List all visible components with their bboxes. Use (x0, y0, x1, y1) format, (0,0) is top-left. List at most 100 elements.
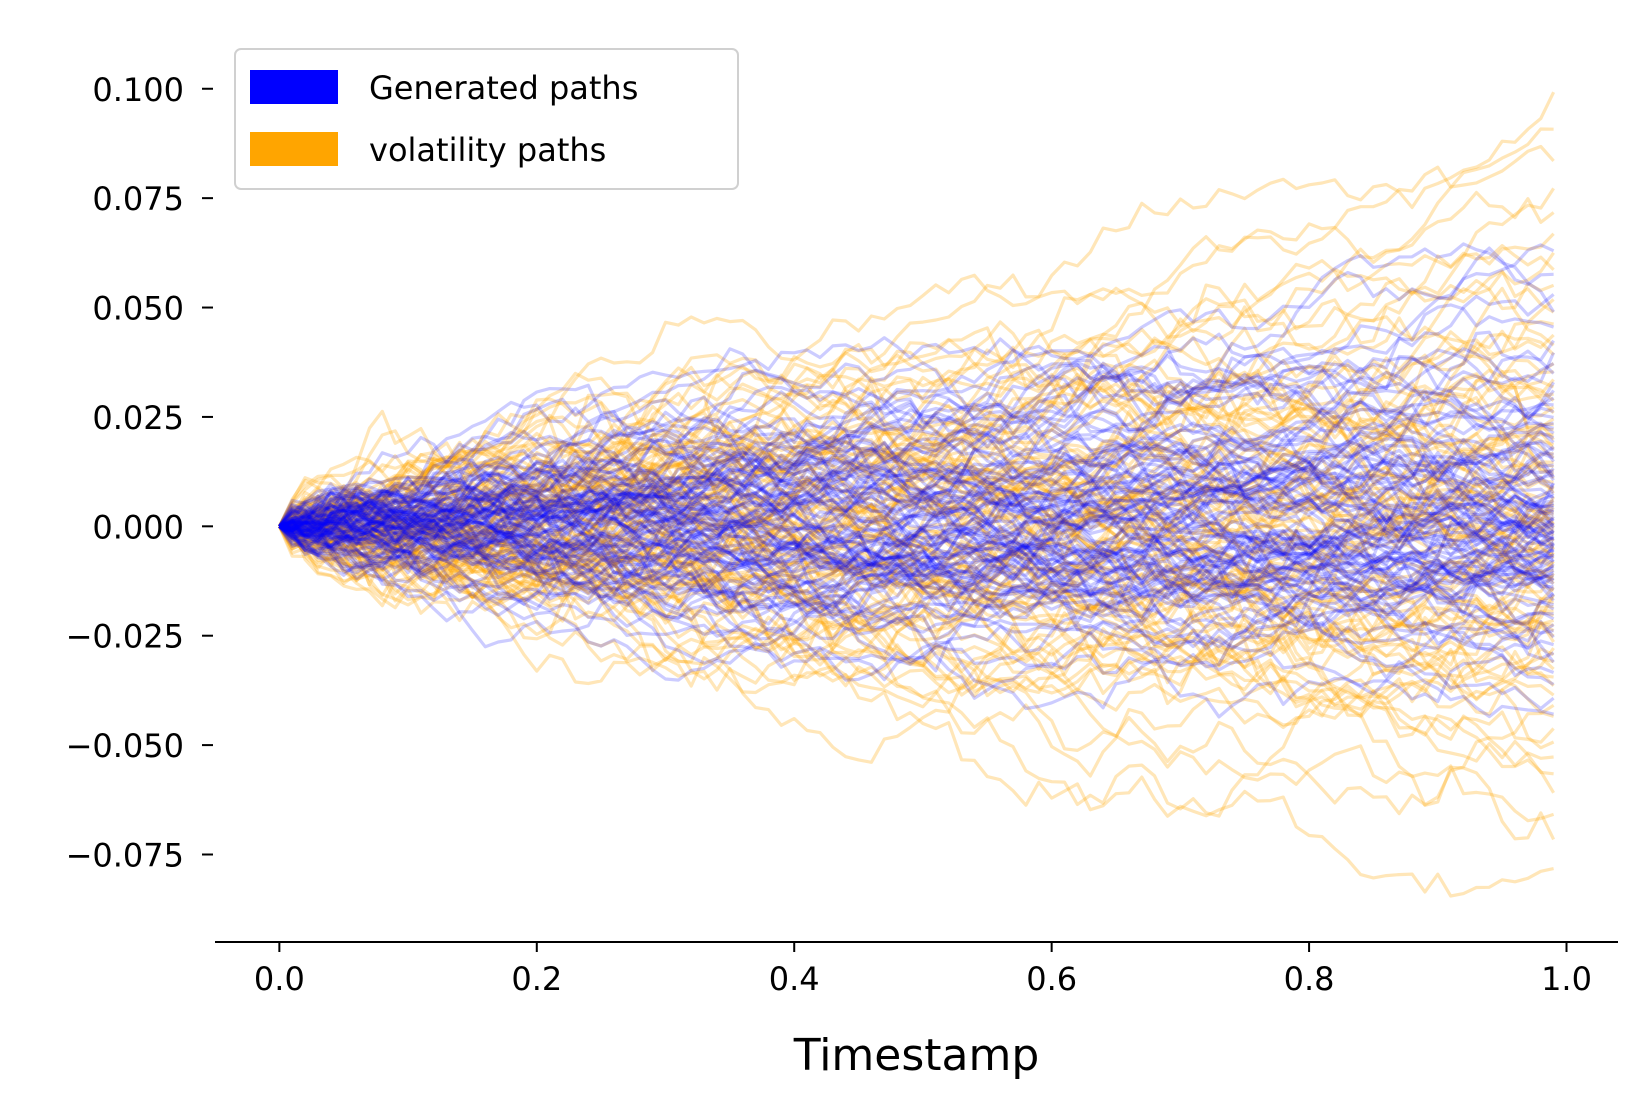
volatility-path-39 (279, 371, 1555, 605)
volatility-path-65 (279, 443, 1554, 604)
volatility-path-56 (278, 450, 1555, 601)
volatility-path-45 (278, 390, 1555, 596)
volatility-path-28 (278, 517, 1555, 621)
generated-path-49 (278, 463, 1555, 550)
volatility-path-34 (278, 507, 1554, 687)
generated-path-22 (278, 456, 1554, 617)
generated-path-11 (279, 524, 1554, 682)
volatility-path-36 (278, 502, 1555, 615)
generated-path-98 (278, 246, 1554, 528)
volatility-path-57 (278, 490, 1555, 623)
volatility-path-35 (278, 459, 1555, 683)
generated-path-63 (278, 430, 1555, 583)
generated-path-25 (278, 468, 1554, 574)
generated-path-32 (278, 516, 1555, 624)
volatility-path-68 (278, 432, 1555, 586)
volatility-path-9 (278, 514, 1555, 816)
volatility-path-27 (278, 508, 1556, 631)
y-tick-label: 0.025 (92, 399, 184, 437)
generated-path-5 (278, 525, 1555, 675)
generated-path-95 (278, 303, 1555, 543)
volatility-path-11 (279, 504, 1555, 690)
volatility-path-1 (278, 453, 1556, 841)
volatility-path-81 (278, 331, 1555, 528)
legend: Generated paths volatility paths (234, 48, 739, 190)
generated-path-94 (278, 339, 1555, 533)
generated-path-93 (278, 347, 1556, 547)
generated-path-50 (278, 489, 1555, 586)
volatility-path-88 (279, 320, 1554, 535)
y-tick-label: 0.000 (92, 508, 184, 546)
volatility-path-25 (278, 513, 1554, 685)
x-tick-label: 0.6 (1026, 960, 1077, 998)
generated-path-88 (278, 363, 1555, 528)
generated-path-29 (278, 449, 1555, 621)
generated-path-57 (279, 445, 1554, 575)
generated-path-14 (278, 512, 1555, 642)
generated-path-78 (278, 439, 1555, 552)
volatility-path-71 (278, 428, 1555, 549)
volatility-path-53 (278, 464, 1554, 583)
generated-path-33 (278, 470, 1555, 557)
generated-path-67 (278, 467, 1555, 585)
volatility-path-72 (277, 338, 1555, 527)
generated-path-34 (278, 477, 1554, 621)
generated-path-41 (278, 491, 1555, 602)
volatility-path-38 (279, 474, 1555, 594)
volatility-path-52 (278, 415, 1554, 548)
generated-path-59 (278, 426, 1554, 548)
volatility-path-10 (279, 508, 1555, 720)
generated-path-65 (279, 458, 1555, 573)
generated-path-60 (278, 440, 1555, 533)
volatility-path-62 (278, 429, 1554, 543)
generated-path-12 (278, 519, 1555, 648)
generated-path-1 (279, 520, 1555, 711)
volatility-path-87 (278, 329, 1555, 559)
generated-path-97 (278, 293, 1555, 558)
volatility-path-63 (278, 448, 1555, 617)
generated-path-18 (278, 459, 1554, 599)
volatility-path-70 (279, 326, 1555, 529)
volatility-path-40 (278, 490, 1555, 600)
y-tick-label: 0.075 (92, 180, 184, 218)
generated-path-76 (278, 451, 1555, 641)
volatility-path-99 (278, 91, 1556, 547)
volatility-path-95 (278, 190, 1555, 547)
generated-path-26 (278, 488, 1555, 600)
volatility-path-31 (278, 454, 1555, 582)
volatility-path-37 (278, 418, 1555, 670)
axes-layer: 0.0 0.2 0.4 0.6 0.8 1.0 0.1000.0750.0500.0250… (66, 71, 1618, 1081)
x-tick-label: 0.2 (511, 960, 562, 998)
volatility-path-67 (279, 459, 1554, 629)
generated-path-2 (278, 525, 1555, 686)
volatility-path-8 (278, 507, 1555, 718)
legend-swatch-generated (250, 70, 338, 104)
y-tick-label: −0.025 (66, 618, 184, 656)
volatility-path-26 (278, 520, 1554, 764)
volatility-path-47 (278, 498, 1555, 592)
generated-path-27 (278, 501, 1555, 608)
x-tick-label: 1.0 (1541, 960, 1592, 998)
volatility-path-69 (278, 399, 1554, 528)
volatility-path-90 (278, 283, 1555, 537)
volatility-path-66 (278, 431, 1554, 597)
generated-path-42 (278, 476, 1555, 580)
generated-path-89 (279, 389, 1555, 533)
volatility-path-12 (278, 525, 1554, 719)
generated-path-17 (278, 489, 1555, 622)
volatility-path-92 (278, 244, 1555, 548)
generated-path-61 (279, 470, 1554, 595)
volatility-path-15 (279, 523, 1555, 718)
generated-path-55 (278, 477, 1554, 594)
generated-path-62 (279, 397, 1555, 551)
volatility-path-19 (278, 476, 1555, 689)
y-ticks: 0.100 0.075 0.050 0.025 0.000 −0.025 −0.050 −0.… (66, 71, 213, 874)
volatility-path-5 (278, 510, 1554, 778)
generated-path-68 (279, 437, 1556, 599)
generated-path-48 (278, 453, 1555, 572)
volatility-path-96 (278, 187, 1555, 528)
y-tick-label: 0.100 (92, 71, 184, 109)
generated-path-39 (279, 507, 1555, 583)
generated-path-0 (278, 516, 1554, 719)
